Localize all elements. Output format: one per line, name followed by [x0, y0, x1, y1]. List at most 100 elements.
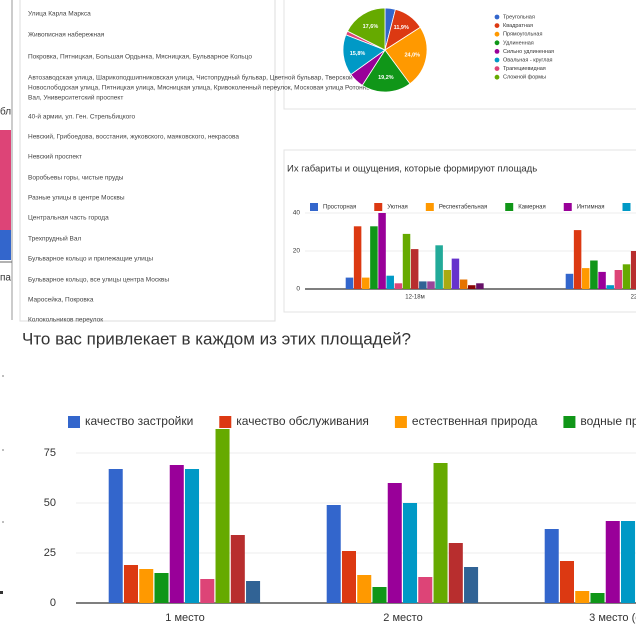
bar	[357, 575, 372, 603]
y-tick-label: 50	[44, 497, 56, 509]
street-name: Разные улицы в центре Москвы	[28, 195, 125, 202]
bar	[606, 285, 614, 289]
legend-swatch	[310, 203, 318, 211]
bar	[123, 565, 138, 603]
y-tick-label: 0	[50, 597, 56, 609]
bar	[582, 268, 590, 289]
street-name: Трехпрудный Вал	[28, 235, 81, 243]
legend-swatch	[563, 203, 572, 211]
bar	[467, 285, 476, 289]
bar	[387, 483, 402, 603]
bar	[435, 245, 443, 289]
bar	[476, 283, 484, 289]
legend-label: Трапециевидная	[503, 66, 546, 72]
legend-label: Сложной формы	[503, 74, 546, 81]
street-list: Улица Карла Маркса Живописная набережная П…	[28, 11, 381, 324]
bar	[433, 463, 448, 603]
street-card	[19, 0, 276, 322]
legend-label: водные пространства	[580, 414, 636, 428]
legend-swatch	[68, 416, 80, 428]
fragment-dot	[0, 591, 3, 594]
bar	[370, 226, 378, 289]
bar	[559, 561, 574, 603]
legend-swatch	[219, 416, 232, 428]
legend-label: качество застройки	[85, 414, 193, 428]
street-name: Воробьевы горы, чистые пруды	[28, 174, 124, 182]
bar	[573, 230, 582, 289]
pie-slice	[346, 7, 386, 51]
bar	[402, 233, 411, 289]
bar	[169, 465, 184, 603]
legend-label: Сильно удлиненная	[503, 49, 554, 55]
chart-title: Их габариты и ощущения, которые формирую…	[287, 164, 537, 175]
slice-label: 17,6%	[363, 24, 379, 30]
fragment-bar	[0, 130, 11, 230]
pie-chart: 11,9% 24,0% 19,2% 15,8% 17,6% Треугольная Квад…	[342, 7, 554, 93]
legend-swatch	[394, 416, 407, 428]
bar	[200, 579, 215, 603]
bar	[403, 503, 418, 603]
legend-swatch	[494, 14, 500, 20]
y-tick-label: 40	[293, 210, 301, 217]
legend-label: естественная природа	[412, 414, 538, 428]
fragment-dot	[2, 375, 4, 377]
bar	[139, 569, 154, 603]
legend-swatch	[425, 203, 434, 211]
bar	[154, 573, 169, 603]
x-tick-label: 2 место	[383, 612, 422, 624]
x-tick-label: 12-18м	[405, 295, 424, 301]
bar	[362, 277, 370, 289]
street-name: Невский, Грибоедова, восстания, жуковско…	[28, 133, 239, 141]
fragment-bar	[0, 230, 11, 260]
legend-swatch	[494, 66, 500, 71]
bar	[575, 591, 590, 603]
bar	[590, 260, 598, 289]
bar	[451, 258, 460, 289]
y-tick-label: 0	[296, 286, 300, 293]
legend-swatch	[494, 31, 500, 37]
bar-chart: Что вас привлекает в каждом из этих площ…	[22, 329, 636, 624]
bar	[345, 277, 354, 289]
slice-label: 24,0%	[404, 52, 420, 58]
fragment-dot	[2, 449, 4, 451]
street-name: Автозаводская улица, Шарикоподшипниковск…	[28, 74, 381, 82]
bar	[605, 521, 620, 603]
street-name: Колокольников переулок	[28, 317, 103, 324]
bar	[630, 251, 636, 289]
legend-swatch	[494, 49, 500, 54]
street-name: Покровка, Пятницкая, Большая Ордынка, Мя…	[28, 54, 252, 61]
bar	[464, 567, 479, 603]
bar	[598, 271, 606, 289]
bar	[215, 429, 230, 603]
slice-label: 15,8%	[350, 51, 366, 57]
street-name: Центральная часть города	[28, 215, 109, 222]
bar	[621, 521, 636, 603]
bar	[378, 213, 386, 289]
chart-title: Что вас привлекает в каждом из этих площ…	[22, 329, 411, 348]
street-name: Вал, Университетский проспект	[28, 94, 123, 102]
bar	[326, 505, 341, 603]
bar-chart: Их габариты и ощущения, которые формирую…	[287, 164, 636, 301]
legend-label: Интимная	[577, 205, 605, 211]
x-tick-label: 22-	[631, 295, 636, 301]
bar	[341, 551, 356, 603]
legend-label: Прямоугольная	[503, 32, 542, 38]
bar	[419, 281, 427, 289]
x-tick-label: 3 место (есп	[589, 612, 636, 624]
bar	[590, 593, 605, 603]
x-tick-label: 1 место	[165, 612, 204, 624]
street-name: Живописная набережная	[28, 31, 105, 39]
y-tick-label: 75	[44, 447, 56, 459]
bar	[443, 270, 452, 289]
pie-slice	[384, 26, 428, 85]
bar	[459, 279, 468, 289]
legend-swatch	[374, 203, 383, 211]
legend-swatch	[622, 203, 631, 211]
fragment-dot	[2, 521, 4, 523]
bar	[230, 535, 245, 603]
pie-slice	[361, 49, 411, 93]
bar	[353, 226, 362, 289]
bar	[185, 469, 200, 603]
legend-label: качество обслуживания	[236, 414, 369, 428]
